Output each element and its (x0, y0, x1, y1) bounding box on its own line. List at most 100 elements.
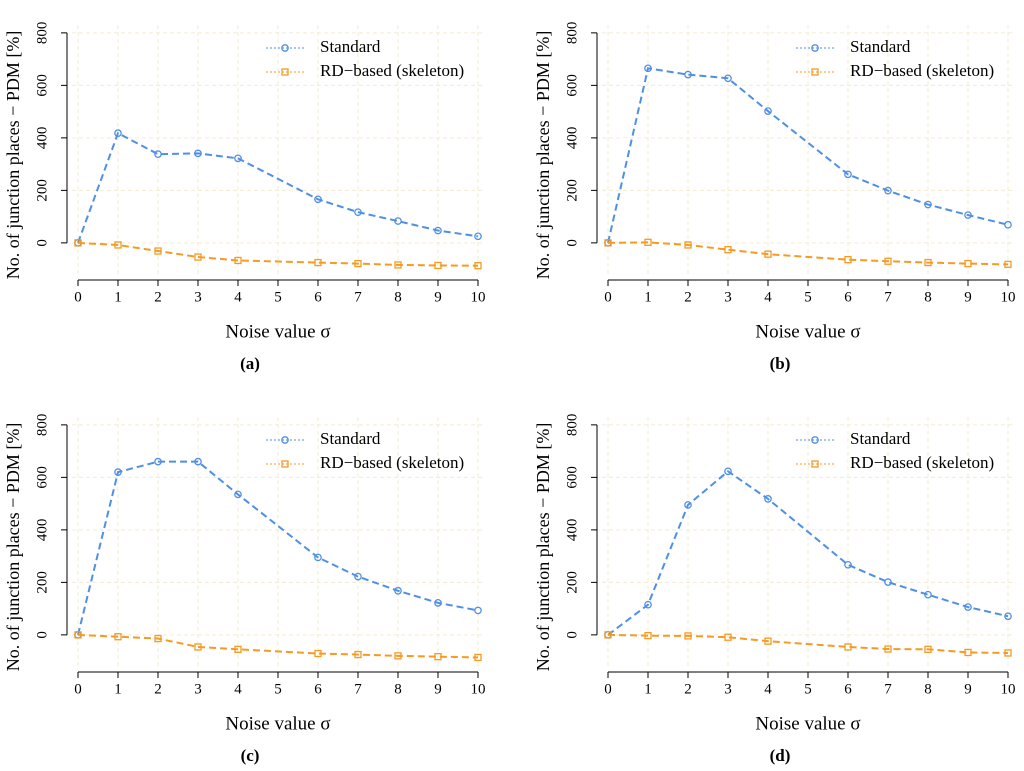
marker (434, 226, 442, 235)
x-tick-label: 0 (74, 681, 82, 697)
panel: 0 200 400 600 800 0 1 2 3 4 5 6 7 8 9 10 Noise value σ No… (533, 414, 1015, 765)
y-tick-label: 400 (564, 519, 580, 542)
x-tick-label: 0 (604, 681, 612, 697)
series-line (607, 633, 1009, 654)
x-tick-label: 9 (434, 289, 442, 305)
series-line (77, 633, 479, 659)
x-tick-label: 5 (274, 289, 282, 305)
marker (924, 590, 932, 599)
y-tick-label: 0 (564, 631, 580, 639)
y-axis-label: No. of junction places − PDM [%] (3, 423, 23, 672)
caption: (d) (770, 746, 791, 765)
y-tick-label: 0 (34, 239, 50, 247)
y-tick-label: 800 (34, 22, 50, 45)
x-tick-label: 9 (964, 681, 972, 697)
y-tick-label: 600 (34, 74, 50, 97)
marker (964, 211, 972, 219)
y-axis-label: No. of junction places − PDM [%] (533, 31, 553, 280)
x-tick-label: 3 (724, 681, 732, 697)
marker (964, 648, 972, 657)
marker (434, 653, 442, 661)
legend-label: Standard (850, 429, 911, 448)
marker (1004, 220, 1012, 229)
marker (764, 250, 772, 258)
x-tick-label: 0 (604, 289, 612, 305)
legend-label: Standard (320, 429, 381, 448)
marker (154, 457, 162, 466)
legend-marker (811, 460, 819, 468)
y-tick-label: 0 (34, 631, 50, 639)
x-tick-label: 1 (644, 681, 652, 697)
x-tick-label: 7 (884, 681, 892, 697)
x-tick-label: 6 (844, 681, 852, 697)
x-tick-label: 3 (194, 681, 202, 697)
x-tick-label: 9 (964, 289, 972, 305)
marker (964, 603, 972, 611)
x-tick-label: 9 (434, 681, 442, 697)
x-tick-label: 5 (804, 289, 812, 305)
y-axis-label: No. of junction places − PDM [%] (3, 31, 23, 280)
x-axis-label: Noise value σ (755, 713, 860, 734)
x-tick-label: 5 (274, 681, 282, 697)
x-tick-label: 1 (114, 289, 122, 305)
marker (474, 653, 482, 662)
marker (394, 261, 402, 269)
marker (154, 634, 162, 643)
marker (724, 74, 732, 83)
marker (154, 150, 162, 158)
x-tick-label: 4 (764, 289, 772, 305)
legend-label: RD−based (skeleton) (320, 61, 464, 80)
x-tick-label: 6 (844, 289, 852, 305)
x-tick-label: 3 (724, 289, 732, 305)
y-tick-label: 200 (34, 571, 50, 594)
marker (764, 107, 772, 115)
series-line (77, 241, 479, 267)
marker (234, 490, 242, 499)
marker (764, 637, 772, 645)
x-tick-label: 8 (924, 681, 932, 697)
x-tick-label: 7 (354, 289, 362, 305)
marker (194, 643, 202, 651)
x-tick-label: 7 (884, 289, 892, 305)
marker (314, 649, 322, 658)
y-tick-label: 600 (564, 74, 580, 97)
marker (114, 633, 122, 641)
marker (474, 232, 482, 241)
series-line (607, 470, 1009, 636)
marker (114, 129, 122, 137)
legend-label: RD−based (skeleton) (850, 453, 994, 472)
marker (764, 495, 772, 503)
legend-marker (281, 68, 289, 76)
series-line (77, 460, 479, 636)
panel: 0 200 400 600 800 0 1 2 3 4 5 6 7 8 9 10 Noise value σ No… (3, 414, 485, 765)
marker (924, 200, 932, 209)
marker (924, 645, 932, 653)
x-tick-label: 4 (234, 289, 242, 305)
marker (114, 468, 122, 476)
marker (114, 241, 122, 249)
marker (1004, 649, 1012, 657)
marker (724, 467, 732, 476)
marker (354, 259, 362, 268)
x-tick-label: 4 (764, 681, 772, 697)
marker (234, 256, 242, 265)
x-tick-label: 10 (471, 289, 486, 305)
marker (194, 457, 202, 466)
marker (684, 241, 692, 249)
x-axis-label: Noise value σ (225, 321, 330, 342)
marker (194, 149, 202, 158)
marker (604, 631, 612, 639)
y-tick-label: 400 (34, 519, 50, 542)
marker (604, 239, 612, 247)
x-tick-label: 10 (1001, 289, 1016, 305)
x-tick-label: 10 (471, 681, 486, 697)
x-axis-label: Noise value σ (755, 321, 860, 342)
marker (394, 217, 402, 225)
x-tick-label: 1 (114, 681, 122, 697)
x-tick-label: 4 (234, 681, 242, 697)
marker (354, 208, 362, 217)
legend-marker (281, 44, 289, 52)
x-tick-label: 1 (644, 289, 652, 305)
legend-marker (811, 436, 819, 444)
marker (74, 631, 82, 639)
